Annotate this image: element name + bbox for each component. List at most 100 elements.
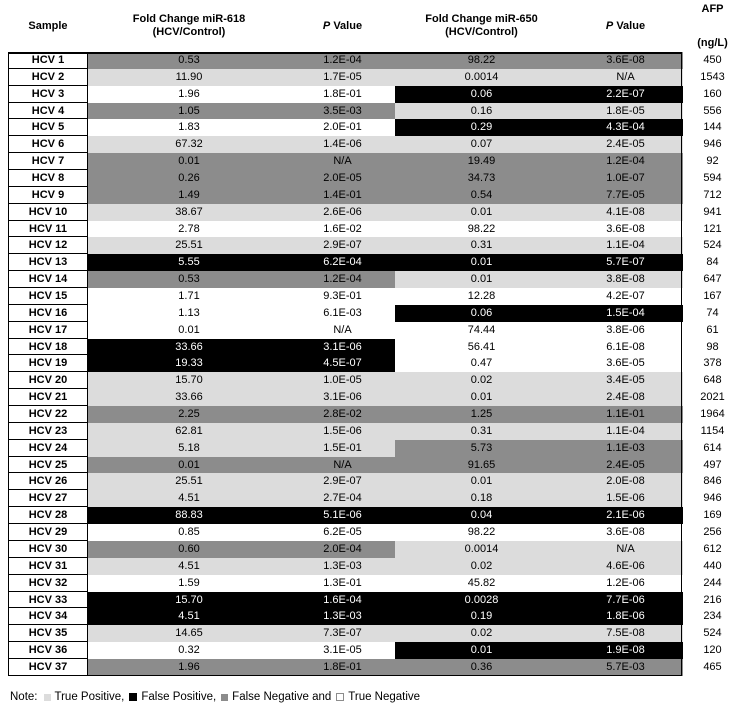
afp-unit-label: (ng/L) xyxy=(697,37,728,49)
p-value-mir618-cell: 1.6E-04 xyxy=(290,591,395,609)
p-value-italic-p: P xyxy=(605,19,614,32)
legend-item-false-positive: False Positive, xyxy=(129,691,216,703)
p-value-mir650-cell: 7.7E-06 xyxy=(568,591,683,609)
fold-change-mir618-cell: 88.83 xyxy=(88,507,290,525)
fold-change-mir650-cell: 45.82 xyxy=(395,574,568,592)
table-row: HCV 4 1.05 3.5E-03 0.16 1.8E-05 556 xyxy=(0,102,742,120)
table-body: HCV 1 0.53 1.2E-04 98.22 3.6E-08 450 HCV 2 11.9… xyxy=(0,52,742,676)
p-value-mir618-cell: 1.2E-04 xyxy=(290,52,395,69)
p-value-mir650-cell: 2.1E-06 xyxy=(568,507,683,525)
p-value-mir650-cell: 1.8E-05 xyxy=(568,102,683,120)
table-row: HCV 26 25.51 2.9E-07 0.01 2.0E-08 846 xyxy=(0,473,742,491)
fold-change-mir650-cell: 0.02 xyxy=(395,557,568,575)
p-value-mir650-cell: 3.6E-05 xyxy=(568,355,683,373)
afp-cell: 614 xyxy=(683,439,742,457)
sample-cell: HCV 19 xyxy=(8,355,88,373)
table-row: HCV 29 0.85 6.2E-05 98.22 3.6E-08 256 xyxy=(0,524,742,541)
fold-change-mir650-cell: 19.49 xyxy=(395,153,568,171)
p-value-mir650-cell: 3.6E-08 xyxy=(568,52,683,69)
afp-cell: 497 xyxy=(683,456,742,474)
sample-cell: HCV 17 xyxy=(8,321,88,339)
afp-cell: 144 xyxy=(683,119,742,137)
afp-cell: 256 xyxy=(683,524,742,541)
p-value-mir650-cell: 6.1E-08 xyxy=(568,338,683,356)
p-value-mir650-cell: 2.4E-05 xyxy=(568,456,683,474)
sample-cell: HCV 27 xyxy=(8,490,88,508)
p-value-mir618-cell: 1.5E-01 xyxy=(290,439,395,457)
afp-cell: 98 xyxy=(683,338,742,356)
table-row: HCV 33 15.70 1.6E-04 0.0028 7.7E-06 216 xyxy=(0,591,742,609)
sample-cell: HCV 24 xyxy=(8,439,88,457)
p-value-mir650-cell: 1.1E-04 xyxy=(568,422,683,440)
sample-cell: HCV 22 xyxy=(8,406,88,423)
table-row: HCV 10 38.67 2.6E-06 0.01 4.1E-08 941 xyxy=(0,203,742,221)
table-row: HCV 13 5.55 6.2E-04 0.01 5.7E-07 84 xyxy=(0,254,742,272)
table-row: HCV 5 1.83 2.0E-01 0.29 4.3E-04 144 xyxy=(0,119,742,137)
p-value-mir650-cell: 7.5E-08 xyxy=(568,625,683,643)
sample-cell: HCV 31 xyxy=(8,557,88,575)
sample-cell: HCV 16 xyxy=(8,304,88,322)
table-row: HCV 17 0.01 N/A 74.44 3.8E-06 61 xyxy=(0,321,742,339)
sample-cell: HCV 20 xyxy=(8,372,88,390)
p-value-mir650-cell: 2.4E-08 xyxy=(568,389,683,407)
col-header-fold-change-mir618: Fold Change miR-618 (HCV/Control) xyxy=(132,13,246,38)
p-value-mir650-cell: 1.1E-01 xyxy=(568,406,683,423)
afp-cell: 120 xyxy=(683,642,742,659)
sample-cell: HCV 12 xyxy=(8,237,88,255)
table-row: HCV 1 0.53 1.2E-04 98.22 3.6E-08 450 xyxy=(0,52,742,69)
sample-cell: HCV 35 xyxy=(8,625,88,643)
p-value-mir618-cell: 3.1E-06 xyxy=(290,338,395,356)
sample-cell: HCV 30 xyxy=(8,540,88,558)
p-value-mir618-cell: 5.1E-06 xyxy=(290,507,395,525)
fold-change-mir618-cell: 15.70 xyxy=(88,372,290,390)
p-value-mir618-cell: 1.8E-01 xyxy=(290,658,395,676)
p-value-mir618-cell: 1.2E-04 xyxy=(290,271,395,289)
legend-item-true-positive: True Positive, xyxy=(43,691,124,703)
legend-label: True Negative xyxy=(348,691,421,703)
p-value-mir650-cell: N/A xyxy=(568,68,683,86)
table-row: HCV 15 1.71 9.3E-01 12.28 4.2E-07 167 xyxy=(0,288,742,305)
fold-change-mir618-cell: 0.01 xyxy=(88,153,290,171)
fold-change-mir618-cell: 1.59 xyxy=(88,574,290,592)
afp-cell: 1543 xyxy=(683,68,742,86)
p-value-mir650-cell: 1.0E-07 xyxy=(568,170,683,187)
p-value-mir650-cell: 3.4E-05 xyxy=(568,372,683,390)
sample-cell: HCV 2 xyxy=(8,68,88,86)
p-value-mir618-cell: 1.8E-01 xyxy=(290,85,395,103)
sample-cell: HCV 1 xyxy=(8,52,88,69)
fold-change-mir618-cell: 5.18 xyxy=(88,439,290,457)
p-value-mir618-cell: 1.4E-01 xyxy=(290,186,395,204)
p-value-mir650-cell: 7.7E-05 xyxy=(568,186,683,204)
fold-change-mir618-cell: 1.71 xyxy=(88,288,290,305)
afp-cell: 92 xyxy=(683,153,742,171)
fold-change-mir618-cell: 38.67 xyxy=(88,203,290,221)
fold-change-mir650-cell: 0.19 xyxy=(395,608,568,626)
sample-cell: HCV 26 xyxy=(8,473,88,491)
afp-cell: 1964 xyxy=(683,406,742,423)
table-row: HCV 25 0.01 N/A 91.65 2.4E-05 497 xyxy=(0,456,742,474)
fold-change-mir618-cell: 25.51 xyxy=(88,473,290,491)
table-row: HCV 36 0.32 3.1E-05 0.01 1.9E-08 120 xyxy=(0,642,742,659)
sample-cell: HCV 37 xyxy=(8,658,88,676)
sample-cell: HCV 29 xyxy=(8,524,88,541)
afp-cell: 169 xyxy=(683,507,742,525)
afp-cell: 440 xyxy=(683,557,742,575)
p-value-mir618-cell: 1.0E-05 xyxy=(290,372,395,390)
afp-cell: 216 xyxy=(683,591,742,609)
p-value-mir650-cell: 4.2E-07 xyxy=(568,288,683,305)
p-value-mir618-cell: 1.3E-03 xyxy=(290,608,395,626)
fold-change-mir618-cell: 1.05 xyxy=(88,102,290,120)
sample-cell: HCV 8 xyxy=(8,170,88,187)
p-value-mir618-cell: 1.5E-06 xyxy=(290,422,395,440)
fold-change-mir618-cell: 14.65 xyxy=(88,625,290,643)
p-value-mir650-cell: 1.2E-04 xyxy=(568,153,683,171)
p-value-mir650-cell: 4.3E-04 xyxy=(568,119,683,137)
fold-change-mir618-cell: 1.96 xyxy=(88,85,290,103)
p-value-mir618-cell: 2.6E-06 xyxy=(290,203,395,221)
table-row: HCV 37 1.96 1.8E-01 0.36 5.7E-03 465 xyxy=(0,658,742,676)
afp-cell: 946 xyxy=(683,490,742,508)
table-row: HCV 35 14.65 7.3E-07 0.02 7.5E-08 524 xyxy=(0,625,742,643)
table-row: HCV 23 62.81 1.5E-06 0.31 1.1E-04 1154 xyxy=(0,422,742,440)
table-row: HCV 9 1.49 1.4E-01 0.54 7.7E-05 712 xyxy=(0,186,742,204)
fold-change-mir650-cell: 1.25 xyxy=(395,406,568,423)
